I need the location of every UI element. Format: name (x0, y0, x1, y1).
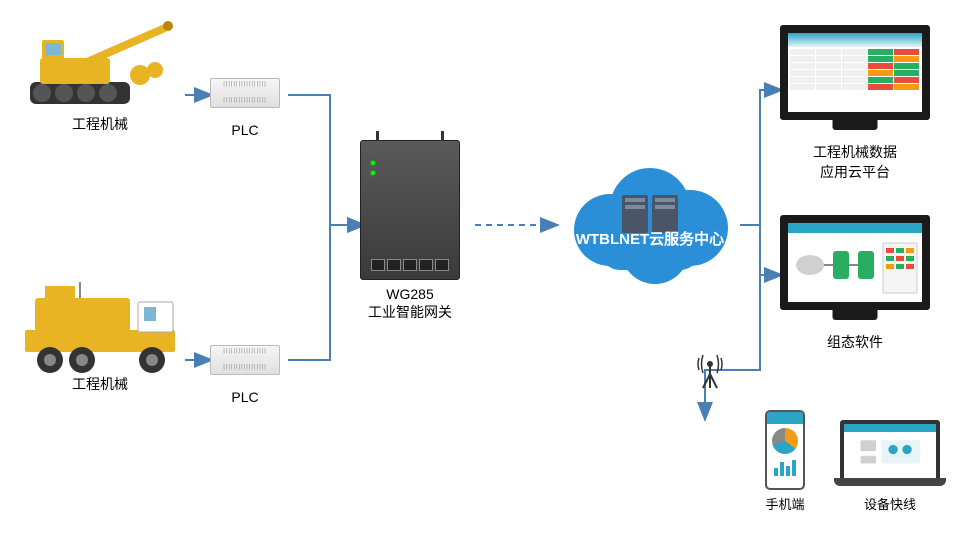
gateway-label-2: 工业智能网关 (360, 302, 460, 322)
monitor-1-label-2: 应用云平台 (780, 162, 930, 182)
gateway-label-1: WG285 (360, 286, 460, 302)
gateway: WG285 工业智能网关 (360, 140, 460, 322)
monitor-data-platform: 工程机械数据 应用云平台 (780, 25, 930, 182)
cloud: WTBLNET云服务中心 (560, 160, 740, 290)
monitor-scada: 组态软件 (780, 215, 930, 352)
plc-2-label: PLC (210, 389, 280, 405)
machine-1: 工程机械 (20, 20, 180, 134)
laptop-client: 设备快线 (840, 420, 940, 513)
monitor-2-label: 组态软件 (780, 332, 930, 352)
plc-2: PLC (210, 345, 280, 405)
machine-2: 工程机械 (20, 280, 180, 394)
machine-1-label: 工程机械 (20, 114, 180, 134)
plc-1-label: PLC (210, 122, 280, 138)
wireless-antenna-icon (695, 350, 725, 395)
phone-label: 手机端 (765, 494, 805, 513)
plc-1: PLC (210, 78, 280, 138)
cloud-label: WTBLNET云服务中心 (576, 228, 724, 249)
monitor-1-label-1: 工程机械数据 (780, 142, 930, 162)
phone-client: 手机端 (765, 410, 805, 513)
laptop-label: 设备快线 (840, 494, 940, 513)
